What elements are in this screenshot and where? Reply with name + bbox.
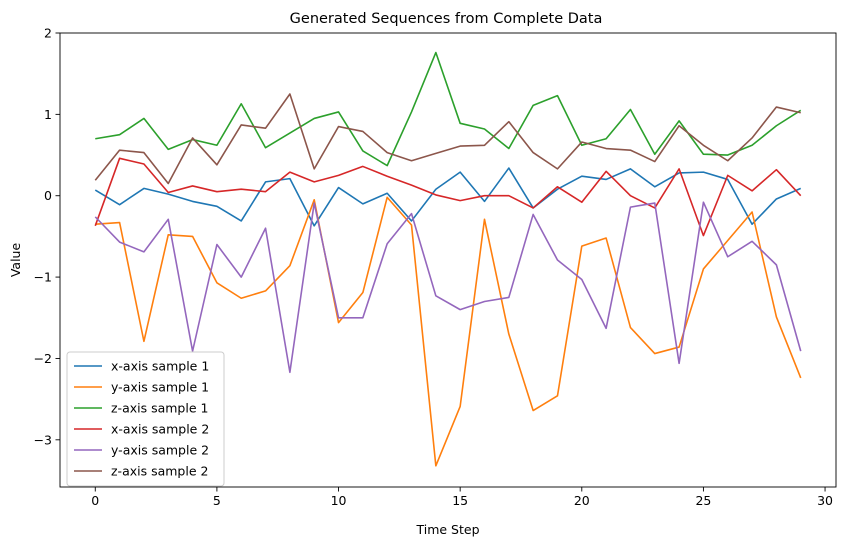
legend-entry: y-axis sample 2 xyxy=(111,443,209,458)
plot-lines xyxy=(94,51,802,467)
y-tick-label: −3 xyxy=(34,432,52,447)
series-line-6 xyxy=(94,93,801,185)
x-tick-label: 15 xyxy=(452,493,468,508)
x-tick-label: 0 xyxy=(91,493,99,508)
chart-title: Generated Sequences from Complete Data xyxy=(290,11,603,27)
plot-frame xyxy=(59,32,837,488)
series-line-4 xyxy=(94,157,802,237)
legend-entry: x-axis sample 2 xyxy=(111,422,209,437)
legend-entry: z-axis sample 1 xyxy=(111,401,208,416)
legend-entry: y-axis sample 1 xyxy=(111,380,209,395)
legend-box xyxy=(66,351,225,487)
y-tick-label: 0 xyxy=(44,188,52,203)
x-axis-label: Time Step xyxy=(415,522,479,537)
x-tick-label: 30 xyxy=(817,493,833,508)
y-tick-label: 2 xyxy=(44,26,52,41)
y-tick-label: 1 xyxy=(44,107,52,122)
series-line-3 xyxy=(95,51,802,167)
series-line-5 xyxy=(94,201,802,374)
series-line-1 xyxy=(94,167,802,227)
legend-entry: z-axis sample 2 xyxy=(111,464,208,479)
x-tick-label: 10 xyxy=(331,493,347,508)
y-axis-label: Value xyxy=(8,243,23,278)
x-axis-ticks: 0 5 10 15 20 25 30 xyxy=(91,487,833,508)
y-tick-label: −1 xyxy=(34,270,52,285)
x-tick-label: 20 xyxy=(574,493,590,508)
x-tick-label: 25 xyxy=(695,493,711,508)
y-axis-ticks: −3 −2 −1 0 1 2 xyxy=(34,26,60,447)
y-tick-label: −2 xyxy=(34,351,52,366)
legend-entry: x-axis sample 1 xyxy=(111,359,209,374)
x-tick-label: 5 xyxy=(213,493,221,508)
legend: x-axis sample 1 y-axis sample 1 z-axis sam… xyxy=(66,351,225,487)
